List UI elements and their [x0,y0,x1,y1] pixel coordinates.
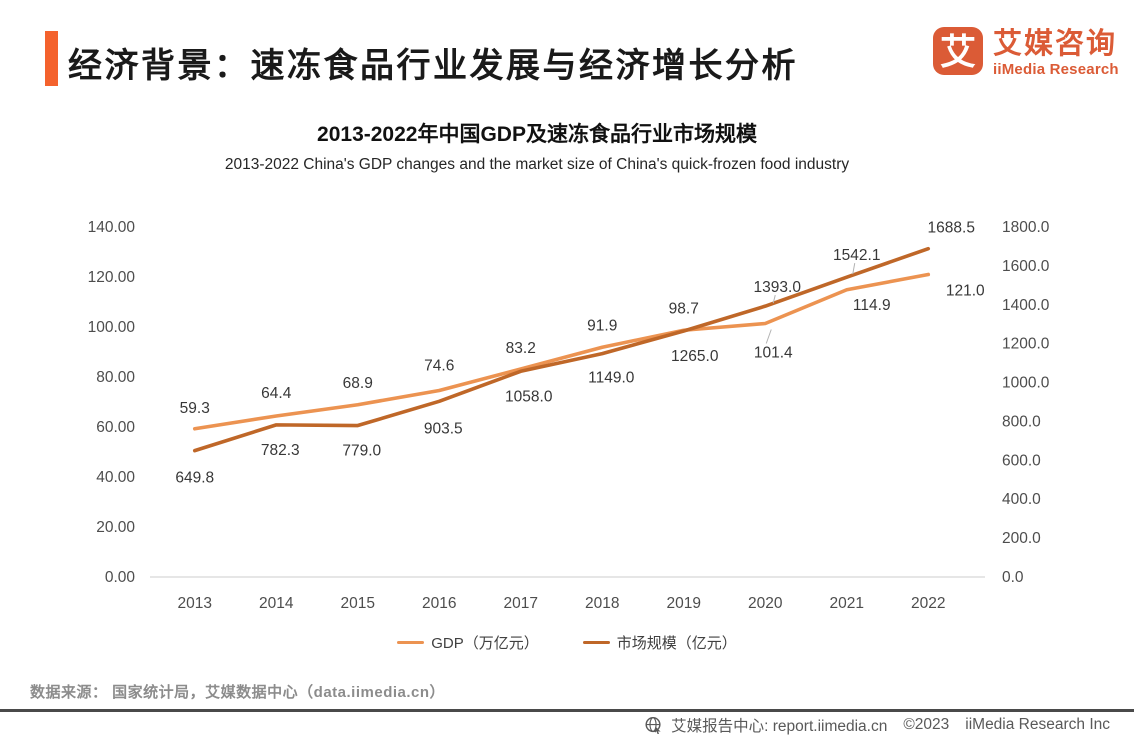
copyright-text: ©2023 [903,716,950,733]
svg-text:68.9: 68.9 [343,375,373,392]
svg-text:1688.5: 1688.5 [928,220,975,237]
svg-text:2015: 2015 [341,595,375,612]
svg-text:782.3: 782.3 [261,442,300,459]
svg-text:1200.0: 1200.0 [1002,336,1050,353]
svg-text:2020: 2020 [748,595,783,612]
svg-text:59.3: 59.3 [180,400,210,417]
svg-text:779.0: 779.0 [342,443,381,460]
svg-text:1800.0: 1800.0 [1002,219,1050,236]
svg-text:83.2: 83.2 [506,340,536,357]
legend-label-gdp: GDP（万亿元） [431,635,539,652]
legend-item-market: 市场规模（亿元） [582,632,737,653]
chart-title: 2013-2022年中国GDP及速冻食品行业市场规模 [317,123,757,146]
svg-text:80.00: 80.00 [96,369,135,386]
report-center-globe-icon [645,716,661,734]
svg-text:2021: 2021 [830,595,864,612]
chart-legend: GDP（万亿元） 市场规模（亿元） [0,632,1134,653]
svg-text:2013: 2013 [178,595,212,612]
svg-text:600.0: 600.0 [1002,452,1041,469]
svg-text:100.00: 100.00 [88,319,136,336]
svg-text:0.0: 0.0 [1002,569,1024,586]
svg-text:2014: 2014 [259,595,294,612]
svg-text:1400.0: 1400.0 [1002,297,1050,314]
svg-text:91.9: 91.9 [587,317,617,334]
svg-text:1058.0: 1058.0 [505,388,553,405]
legend-item-gdp: GDP（万亿元） [397,632,539,653]
title-accent-bar [45,31,58,86]
svg-text:101.4: 101.4 [754,345,793,362]
svg-text:40.00: 40.00 [96,469,135,486]
svg-text:2016: 2016 [422,595,456,612]
svg-text:1542.1: 1542.1 [833,247,880,264]
bottom-divider [0,709,1134,712]
svg-text:2017: 2017 [504,595,538,612]
svg-text:140.00: 140.00 [88,219,136,236]
svg-text:2022: 2022 [911,595,945,612]
svg-text:64.4: 64.4 [261,385,292,402]
svg-text:800.0: 800.0 [1002,413,1041,430]
iimedia-logo: 艾 艾媒咨询 iiMedia Research [932,26,1119,80]
bottom-bar: 艾媒报告中心: report.iimedia.cn ©2023 iiMedia … [644,714,1110,736]
company-name: iiMedia Research Inc [965,716,1110,733]
svg-text:1265.0: 1265.0 [671,348,719,365]
data-source-note: 数据来源： 国家统计局，艾媒数据中心（data.iimedia.cn） [30,684,446,701]
svg-text:200.0: 200.0 [1002,530,1041,547]
logo-name-cn: 艾媒咨询 [993,27,1118,60]
iimedia-logo-icon: 艾 [933,27,983,75]
svg-text:98.7: 98.7 [669,300,699,317]
svg-text:0.00: 0.00 [105,569,136,586]
market-line-swatch [582,640,610,645]
svg-text:1600.0: 1600.0 [1002,258,1050,275]
report-center-link: 艾媒报告中心: report.iimedia.cn [671,718,888,735]
svg-text:2018: 2018 [585,595,619,612]
gdp-line-swatch [397,640,425,645]
svg-text:艾: 艾 [940,31,976,72]
svg-text:121.0: 121.0 [946,283,985,300]
svg-text:903.5: 903.5 [424,420,463,437]
svg-text:400.0: 400.0 [1002,491,1041,508]
iimedia-logo-text: 艾媒咨询 iiMedia Research [993,27,1119,78]
svg-text:1393.0: 1393.0 [754,279,802,296]
svg-text:649.8: 649.8 [175,470,214,487]
svg-text:20.00: 20.00 [96,519,135,536]
legend-label-market: 市场规模（亿元） [616,635,737,652]
svg-text:1149.0: 1149.0 [588,370,635,387]
svg-text:114.9: 114.9 [853,297,891,314]
page-title: 经济背景：速冻食品行业发展与经济增长分析 [68,47,798,85]
svg-text:2019: 2019 [667,595,701,612]
chart-subtitle: 2013-2022 China's GDP changes and the ma… [224,156,850,173]
svg-text:74.6: 74.6 [424,358,454,375]
logo-name-en: iiMedia Research [993,60,1119,78]
svg-text:120.00: 120.00 [88,269,136,286]
svg-text:60.00: 60.00 [96,419,135,436]
svg-text:1000.0: 1000.0 [1002,375,1050,392]
